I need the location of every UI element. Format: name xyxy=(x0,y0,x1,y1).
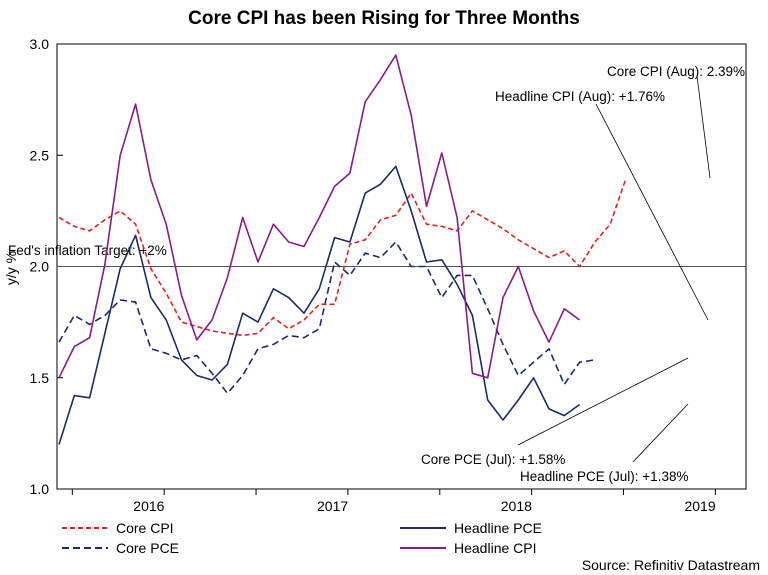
x-axis: 2016 2017 2018 2019 xyxy=(71,489,716,514)
leader-core-pce xyxy=(517,357,689,446)
legend-label-headline-pce: Headline PCE xyxy=(454,520,542,536)
y-axis-label: y/y % xyxy=(3,251,19,285)
y-axis: 3.0 2.5 2.0 1.5 1.0 xyxy=(30,36,63,497)
y-tick-label: 2.5 xyxy=(30,147,50,163)
annotation-core-cpi: Core CPI (Aug): 2.39% xyxy=(607,64,745,79)
series-line-core-cpi xyxy=(58,179,627,337)
annotation-headline-cpi: Headline CPI (Aug): +1.76% xyxy=(495,89,665,104)
leader-headline-pce xyxy=(632,403,689,463)
annotation-headline-pce: Headline PCE (Jul): +1.38% xyxy=(520,469,688,484)
legend-item-headline-cpi: Headline CPI xyxy=(400,540,537,556)
chart-title: Core CPI has been Rising for Three Month… xyxy=(188,8,580,29)
legend-label-core-cpi: Core CPI xyxy=(116,520,174,536)
legend-label-core-pce: Core PCE xyxy=(116,540,179,556)
legend-item-core-cpi: Core CPI xyxy=(62,520,174,536)
x-tick-label: 2018 xyxy=(501,498,532,514)
leader-headline-cpi xyxy=(595,103,709,321)
legend-label-headline-cpi: Headline CPI xyxy=(454,540,537,556)
legend-item-core-pce: Core PCE xyxy=(62,540,179,556)
series-line-headline-pce xyxy=(58,165,581,445)
y-tick-label: 1.0 xyxy=(30,481,50,497)
series-lines xyxy=(58,54,627,445)
annotation-core-pce: Core PCE (Jul): +1.58% xyxy=(421,452,565,467)
series-line-headline-cpi xyxy=(58,54,581,379)
source-note: Source: Refinitiv Datastream xyxy=(582,557,760,573)
x-tick-label: 2017 xyxy=(317,498,348,514)
x-tick-label: 2016 xyxy=(133,498,164,514)
legend: Core CPI Core PCE Headline PCE Headline … xyxy=(62,520,542,556)
y-tick-label: 2.0 xyxy=(30,259,50,275)
y-tick-label: 3.0 xyxy=(30,36,50,52)
target-line-group: Fed's inflation Target: +2% xyxy=(8,243,746,267)
leader-core-cpi xyxy=(696,75,711,179)
y-tick-label: 1.5 xyxy=(30,370,50,386)
x-tick-label: 2019 xyxy=(684,498,715,514)
annotations: Core CPI (Aug): 2.39% Headline CPI (Aug)… xyxy=(421,64,745,484)
legend-item-headline-pce: Headline PCE xyxy=(400,520,542,536)
series-line-core-pce xyxy=(58,241,596,395)
